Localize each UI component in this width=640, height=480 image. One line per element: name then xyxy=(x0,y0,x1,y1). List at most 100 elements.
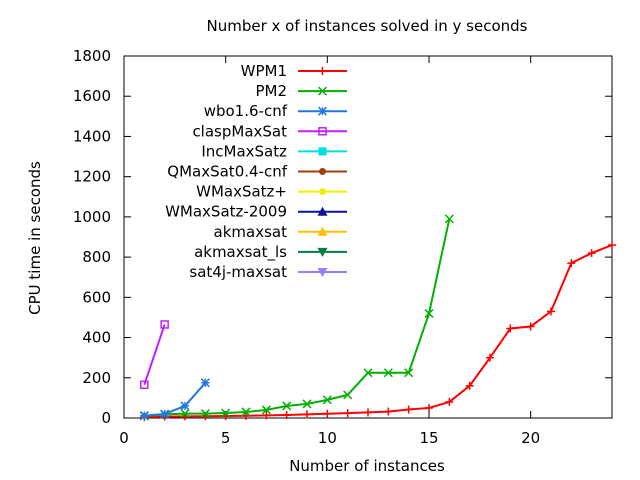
data-point xyxy=(404,405,413,414)
legend-entry: claspMaxSat xyxy=(192,122,347,140)
data-point xyxy=(318,67,327,75)
legend-label: wbo1.6-cnf xyxy=(204,102,288,120)
series-line xyxy=(144,382,207,417)
data-point xyxy=(322,395,332,405)
data-point xyxy=(506,324,515,333)
data-point xyxy=(363,368,373,378)
data-point xyxy=(139,411,149,421)
data-point xyxy=(242,411,250,420)
data-point xyxy=(317,247,328,257)
legend-entry: QMaxSat0.4-cnf xyxy=(167,163,347,181)
chart-title: Number x of instances solved in y second… xyxy=(207,17,528,35)
data-point xyxy=(465,381,474,390)
data-point xyxy=(317,86,328,96)
legend-entry: akmaxsat_ls xyxy=(194,243,347,262)
legend-label: WPM1 xyxy=(241,62,287,80)
legend-entry: wbo1.6-cnf xyxy=(204,102,347,120)
data-point xyxy=(526,322,535,331)
plot-area xyxy=(139,214,616,421)
y-tick-label: 1200 xyxy=(73,168,111,186)
data-point xyxy=(486,353,494,362)
data-point xyxy=(383,368,393,378)
data-point xyxy=(317,226,328,236)
legend-label: QMaxSat0.4-cnf xyxy=(167,163,287,181)
data-point xyxy=(221,408,231,418)
legend: WPM1 PM2 wbo1.6-cnf claspMaxSat IncMaxSatz QM… xyxy=(165,62,347,281)
legend-entry: WPM1 xyxy=(241,62,347,80)
legend-label: WMaxSatz-2009 xyxy=(165,203,287,221)
x-axis-label: Number of instances xyxy=(289,457,445,475)
x-tick-label: 15 xyxy=(419,429,438,447)
data-point xyxy=(241,407,251,417)
data-point xyxy=(317,268,328,277)
y-tick-label: 1800 xyxy=(73,47,111,65)
data-point xyxy=(282,410,291,419)
plot-frame xyxy=(123,55,613,419)
legend-label: akmaxsat xyxy=(214,223,288,241)
legend-label: claspMaxSat xyxy=(192,122,287,140)
legend-label: IncMaxSatz xyxy=(201,142,287,160)
data-point xyxy=(319,168,326,175)
legend-label: PM2 xyxy=(255,82,287,100)
data-point xyxy=(567,259,576,268)
y-tick-label: 800 xyxy=(82,248,111,266)
legend-entry: IncMaxSatz xyxy=(201,142,347,160)
data-point xyxy=(318,127,327,136)
x-tick-label: 5 xyxy=(221,429,231,447)
x-tick-label: 10 xyxy=(318,429,337,447)
data-point xyxy=(317,106,328,116)
legend-label: WMaxSatz+ xyxy=(196,183,287,201)
data-point xyxy=(343,409,352,418)
data-point xyxy=(282,401,292,411)
legend-entry: akmaxsat xyxy=(214,223,347,241)
data-point xyxy=(547,307,555,316)
y-tick-label: 1600 xyxy=(73,87,111,105)
data-point xyxy=(384,407,393,416)
data-point xyxy=(424,308,434,318)
data-point xyxy=(180,409,190,419)
y-tick-label: 200 xyxy=(82,369,111,387)
data-point xyxy=(445,397,454,406)
data-point xyxy=(364,408,372,417)
x-tick-label: 20 xyxy=(521,429,540,447)
data-point xyxy=(262,411,271,420)
data-point xyxy=(200,378,210,388)
series-line xyxy=(143,324,166,386)
data-point xyxy=(587,249,596,258)
legend-entry: sat4j-maxsat xyxy=(189,263,347,281)
data-point xyxy=(444,214,454,224)
data-point xyxy=(261,405,271,415)
data-point xyxy=(323,409,332,418)
legend-label: sat4j-maxsat xyxy=(189,263,287,281)
y-axis-label: CPU time in seconds xyxy=(26,161,44,315)
data-point xyxy=(319,188,326,196)
series-3 xyxy=(140,320,169,390)
data-point xyxy=(160,409,170,419)
data-point xyxy=(425,403,433,412)
data-point xyxy=(303,410,311,419)
x-tick-label: 0 xyxy=(119,429,129,447)
y-tick-label: 0 xyxy=(101,409,111,427)
series-line xyxy=(144,218,451,417)
data-point xyxy=(160,320,169,329)
y-tick-label: 1000 xyxy=(73,208,111,226)
legend-entry: WMaxSatz-2009 xyxy=(165,203,347,221)
data-point xyxy=(302,399,312,409)
data-point xyxy=(180,401,190,411)
data-point xyxy=(317,206,328,216)
legend-label: akmaxsat_ls xyxy=(194,243,287,262)
legend-entry: WMaxSatz+ xyxy=(196,183,347,201)
data-point xyxy=(404,368,414,378)
series-1 xyxy=(139,214,454,421)
legend-entry: PM2 xyxy=(255,82,347,100)
data-point xyxy=(608,241,616,250)
y-tick-label: 600 xyxy=(82,288,111,306)
series-2 xyxy=(139,378,210,421)
data-point xyxy=(200,409,210,419)
data-point xyxy=(140,380,149,390)
data-point xyxy=(318,147,327,156)
data-point xyxy=(343,390,353,400)
y-tick-label: 1400 xyxy=(73,127,111,145)
axes: 0 5 10 15 2002004006008001000120014001600180… xyxy=(73,47,613,447)
